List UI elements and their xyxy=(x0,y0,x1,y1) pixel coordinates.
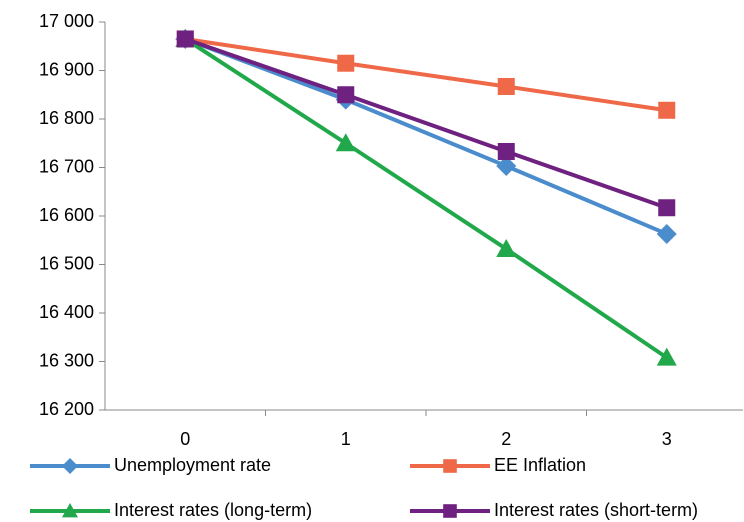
marker xyxy=(497,78,515,96)
marker xyxy=(337,86,355,104)
x-tick-label: 1 xyxy=(341,429,351,449)
legend-label: Unemployment rate xyxy=(114,455,271,475)
marker xyxy=(335,133,356,152)
series-line xyxy=(184,37,668,210)
x-tick-label: 3 xyxy=(662,429,672,449)
marker xyxy=(658,199,676,217)
marker xyxy=(176,30,194,48)
y-tick-label: 16 500 xyxy=(39,253,94,273)
marker xyxy=(496,156,517,177)
marker xyxy=(337,54,355,72)
marker xyxy=(62,503,78,518)
legend-label: Interest rates (long-term) xyxy=(114,500,312,520)
x-tick-label: 2 xyxy=(501,429,511,449)
y-tick-label: 16 400 xyxy=(39,302,94,322)
marker xyxy=(496,238,517,257)
legend-label: EE Inflation xyxy=(494,455,586,475)
marker xyxy=(656,347,677,366)
legend-label: Interest rates (short-term) xyxy=(494,500,698,520)
y-tick-label: 16 300 xyxy=(39,350,94,370)
marker xyxy=(443,459,457,473)
marker xyxy=(443,504,457,518)
y-tick-label: 16 600 xyxy=(39,205,94,225)
series-line xyxy=(184,37,668,360)
y-tick-label: 16 700 xyxy=(39,156,94,176)
y-tick-label: 17 000 xyxy=(39,11,94,31)
marker xyxy=(497,142,515,160)
series-line xyxy=(184,36,668,113)
y-tick-label: 16 200 xyxy=(39,399,94,419)
marker xyxy=(62,458,78,474)
marker xyxy=(656,223,677,244)
series-line xyxy=(184,37,668,236)
y-tick-label: 16 900 xyxy=(39,59,94,79)
y-tick-label: 16 800 xyxy=(39,108,94,128)
x-tick-label: 0 xyxy=(180,429,190,449)
marker xyxy=(658,101,676,119)
